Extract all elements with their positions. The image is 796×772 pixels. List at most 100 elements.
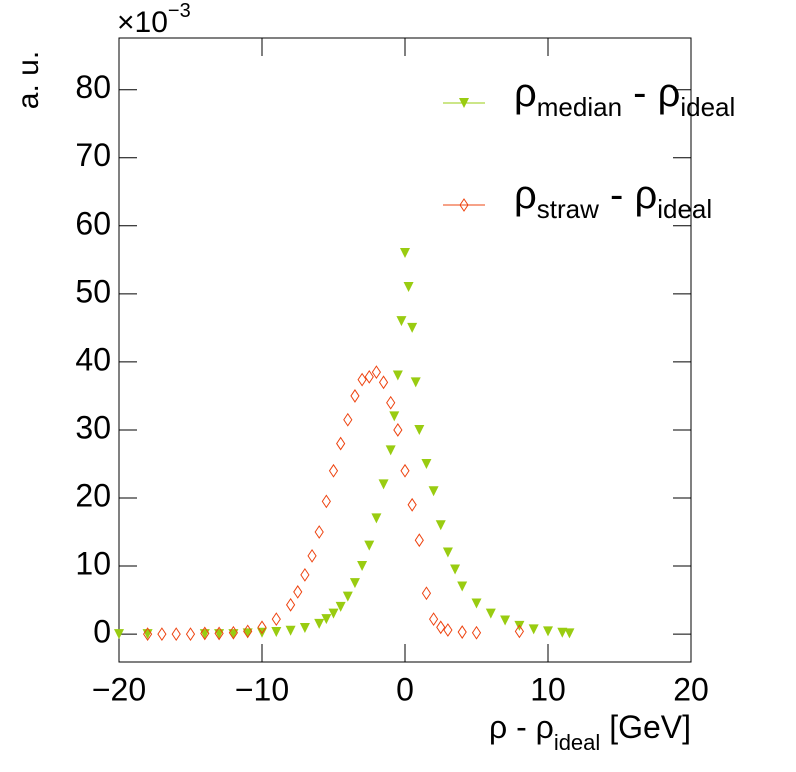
point <box>349 578 360 589</box>
point <box>364 369 374 384</box>
point <box>557 627 568 638</box>
x-tick-label: 20 <box>673 671 709 707</box>
plot-frame <box>118 37 692 663</box>
y-multiplier-part: ×10 <box>117 6 168 39</box>
x-axis-label-part: ideal <box>554 730 600 755</box>
point <box>142 627 153 642</box>
point <box>336 436 346 451</box>
point <box>271 627 282 638</box>
point <box>396 316 407 327</box>
point <box>185 627 196 642</box>
point <box>410 377 421 388</box>
legend-entry-part: ideal <box>680 92 735 122</box>
point <box>371 365 382 380</box>
point <box>428 612 439 627</box>
point <box>543 626 553 637</box>
point <box>403 282 414 293</box>
legend-entry: ρmedian - ρideal <box>514 71 735 122</box>
point <box>471 625 482 640</box>
point <box>400 248 410 259</box>
point <box>314 525 324 539</box>
point <box>414 424 425 435</box>
point <box>485 608 496 619</box>
point <box>392 370 403 381</box>
legend-entry: ρstraw - ρideal <box>514 173 712 224</box>
x-tick-label: 10 <box>530 671 566 707</box>
legend-marker <box>459 98 469 108</box>
point <box>421 458 432 469</box>
point <box>357 372 367 387</box>
y-tick-label: 80 <box>75 69 111 105</box>
point <box>321 494 331 509</box>
y-tick-label: 60 <box>75 205 111 241</box>
point <box>407 497 417 512</box>
point <box>335 601 346 612</box>
point <box>228 629 239 640</box>
point <box>443 623 453 637</box>
point <box>400 463 410 478</box>
point <box>378 375 389 390</box>
y-tick-label: 10 <box>75 546 111 582</box>
point <box>271 612 281 627</box>
point <box>371 513 382 524</box>
point <box>299 622 310 633</box>
point <box>214 626 224 641</box>
point <box>242 628 253 639</box>
x-tick-label: 0 <box>396 671 414 707</box>
legend-entry-part: ρ <box>514 173 537 217</box>
x-axis-label: ρ - ρideal [GeV] <box>489 709 691 754</box>
point <box>442 547 453 558</box>
y-tick-label: 50 <box>75 273 111 309</box>
legend-entry-part: ρ <box>514 71 537 115</box>
y-multiplier-part: −3 <box>168 0 191 22</box>
point <box>200 626 210 641</box>
point <box>343 412 353 427</box>
legend-entry-part: ideal <box>657 194 712 224</box>
point <box>314 618 325 629</box>
y-tick-label: 30 <box>75 409 111 445</box>
point <box>457 581 468 592</box>
point <box>389 411 400 422</box>
y-multiplier: ×10−3 <box>117 0 191 39</box>
point <box>386 395 396 410</box>
legend-marker <box>459 198 469 212</box>
point <box>421 586 432 601</box>
point <box>171 627 181 642</box>
point <box>285 597 296 612</box>
legend-entry-part: straw <box>537 194 599 224</box>
point <box>307 548 317 563</box>
point <box>428 486 439 497</box>
point <box>450 564 461 575</box>
y-axis-label: a. u. <box>12 51 45 109</box>
point <box>285 625 296 636</box>
legend-entry-part: - ρ <box>599 173 657 217</box>
point <box>457 625 467 639</box>
x-tick-label: −20 <box>92 671 146 707</box>
point <box>564 628 575 639</box>
point <box>157 627 167 642</box>
point <box>364 540 375 551</box>
point <box>435 520 446 531</box>
point <box>328 608 339 619</box>
x-axis-label-part: ρ - ρ <box>489 709 554 745</box>
point <box>114 629 124 640</box>
point <box>407 322 418 333</box>
point <box>357 561 368 572</box>
y-tick-label: 20 <box>75 477 111 513</box>
point <box>257 620 267 635</box>
y-tick-label: 0 <box>93 614 111 650</box>
point <box>300 567 310 582</box>
y-tick-label: 70 <box>75 137 111 173</box>
point <box>321 614 332 625</box>
point <box>378 479 389 490</box>
x-axis-label-part: [GeV] <box>600 709 691 745</box>
point <box>414 533 424 548</box>
point <box>436 620 446 635</box>
point <box>471 598 482 609</box>
point <box>350 389 360 403</box>
point <box>293 585 303 599</box>
x-tick-label: −10 <box>235 671 289 707</box>
point <box>385 445 396 456</box>
